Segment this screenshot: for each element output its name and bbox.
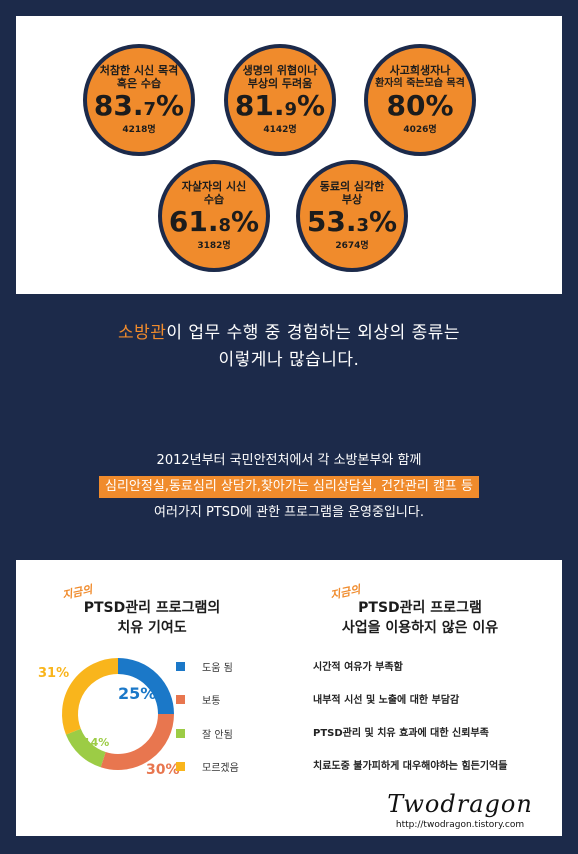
stat-label: 동료의 심각한 xyxy=(319,180,385,193)
slice-percent-label: 31% xyxy=(38,666,70,681)
stat-label: 자살자의 시신 xyxy=(181,180,247,193)
left-title-line1: PTSD관리 프로그램의 xyxy=(83,600,221,616)
legend-label: 모르겠음 xyxy=(202,763,239,774)
stat-label: 생명의 위협이나 xyxy=(242,64,318,77)
watermark-url: http://twodragon.tistory.com xyxy=(395,820,525,830)
legend-swatch xyxy=(176,762,185,771)
right-title-line1: PTSD관리 프로그램 xyxy=(358,600,482,616)
stat-percent: 80% xyxy=(386,89,454,122)
stat-count: 2674명 xyxy=(335,241,369,251)
legend-label: 보통 xyxy=(202,696,221,707)
headline-highlight: 소방관 xyxy=(117,323,167,343)
stat-label: 처참한 시신 목격 xyxy=(99,64,179,77)
stat-count: 3182명 xyxy=(197,241,231,251)
stat-percent: 53.3% xyxy=(306,205,398,238)
legend-item: 잘 안됨 xyxy=(176,726,233,741)
left-title: PTSD관리 프로그램의 치유 기여도 xyxy=(62,598,242,638)
legend-item: 도움 됨 xyxy=(176,659,233,674)
reason-1: 시간적 여유가 부족함 xyxy=(313,662,403,673)
stat-count: 4026명 xyxy=(403,125,437,135)
legend-swatch xyxy=(176,662,185,671)
stat-circle-5: 동료의 심각한 부상 53.3% 2674명 xyxy=(296,160,408,272)
stat-count: 4142명 xyxy=(263,125,297,135)
headline: 소방관이 업무 수행 중 경험하는 외상의 종류는 이렇게나 많습니다. xyxy=(0,320,578,374)
stat-label: 혹은 수습 xyxy=(116,77,162,90)
slice-percent-label: 30% xyxy=(146,762,180,778)
stat-percent: 83.7% xyxy=(93,89,185,122)
reason-2: 내부적 시선 및 노출에 대한 부담감 xyxy=(313,695,460,706)
legend-label: 도움 됨 xyxy=(202,663,233,674)
ptsd-panel xyxy=(16,560,562,836)
program-line3: 여러가지 PTSD에 관한 프로그램을 운영중입니다. xyxy=(154,505,424,520)
legend-swatch xyxy=(176,695,185,704)
donut-slice-3 xyxy=(65,728,107,768)
reason-3: PTSD관리 및 치유 효과에 대한 신뢰부족 xyxy=(313,728,489,739)
donut-slice-4 xyxy=(62,658,119,735)
stat-circle-3: 사고희생자나 환자의 죽는모습 목격 80% 4026명 xyxy=(364,44,476,156)
stat-circle-2: 생명의 위협이나 부상의 두려움 81.9% 4142명 xyxy=(224,44,336,156)
stat-circle-1: 처참한 시신 목격 혹은 수습 83.7% 4218명 xyxy=(83,44,195,156)
stat-label: 수습 xyxy=(203,193,225,206)
watermark-name: Twodragon xyxy=(387,790,533,818)
legend-label: 잘 안됨 xyxy=(202,730,233,741)
right-title-line2: 사업을 이용하지 않은 이유 xyxy=(341,620,499,636)
reason-4: 치료도중 불가피하게 대우해야하는 힘든기억들 xyxy=(313,761,508,772)
slice-percent-label: 25% xyxy=(118,684,157,703)
stat-count: 4218명 xyxy=(122,125,156,135)
stat-percent: 81.9% xyxy=(234,89,326,122)
legend-item: 보통 xyxy=(176,692,220,707)
donut-slice-2 xyxy=(100,713,174,770)
stat-label: 환자의 죽는모습 목격 xyxy=(375,78,465,89)
headline-line2: 이렇게나 많습니다. xyxy=(218,350,360,370)
program-highlight: 심리안정실,동료심리 상담가,찾아가는 심리상담실, 건간관리 캠프 등 xyxy=(99,476,479,498)
left-title-line2: 치유 기여도 xyxy=(117,620,187,636)
program-line1: 2012년부터 국민안전처에서 각 소방본부와 함께 xyxy=(156,453,422,468)
headline-text: 이 업무 수행 중 경험하는 외상의 종류는 xyxy=(166,323,461,343)
donut-slice-1 xyxy=(117,658,174,715)
stat-circle-4: 자살자의 시신 수습 61.8% 3182명 xyxy=(158,160,270,272)
donut-chart xyxy=(62,658,174,770)
legend-item: 모르겠음 xyxy=(176,759,239,774)
stat-label: 부상의 두려움 xyxy=(247,77,313,90)
right-title: PTSD관리 프로그램 사업을 이용하지 않은 이유 xyxy=(300,598,540,638)
stat-label: 부상 xyxy=(341,193,363,206)
stat-percent: 61.8% xyxy=(168,205,260,238)
watermark: Twodragon http://twodragon.tistory.com xyxy=(360,790,560,836)
slice-percent-label: 14% xyxy=(83,736,110,749)
legend-swatch xyxy=(176,729,185,738)
stat-label: 사고희생자나 xyxy=(389,64,451,77)
program-description: 2012년부터 국민안전처에서 각 소방본부와 함께 심리안정실,동료심리 상담… xyxy=(0,448,578,526)
